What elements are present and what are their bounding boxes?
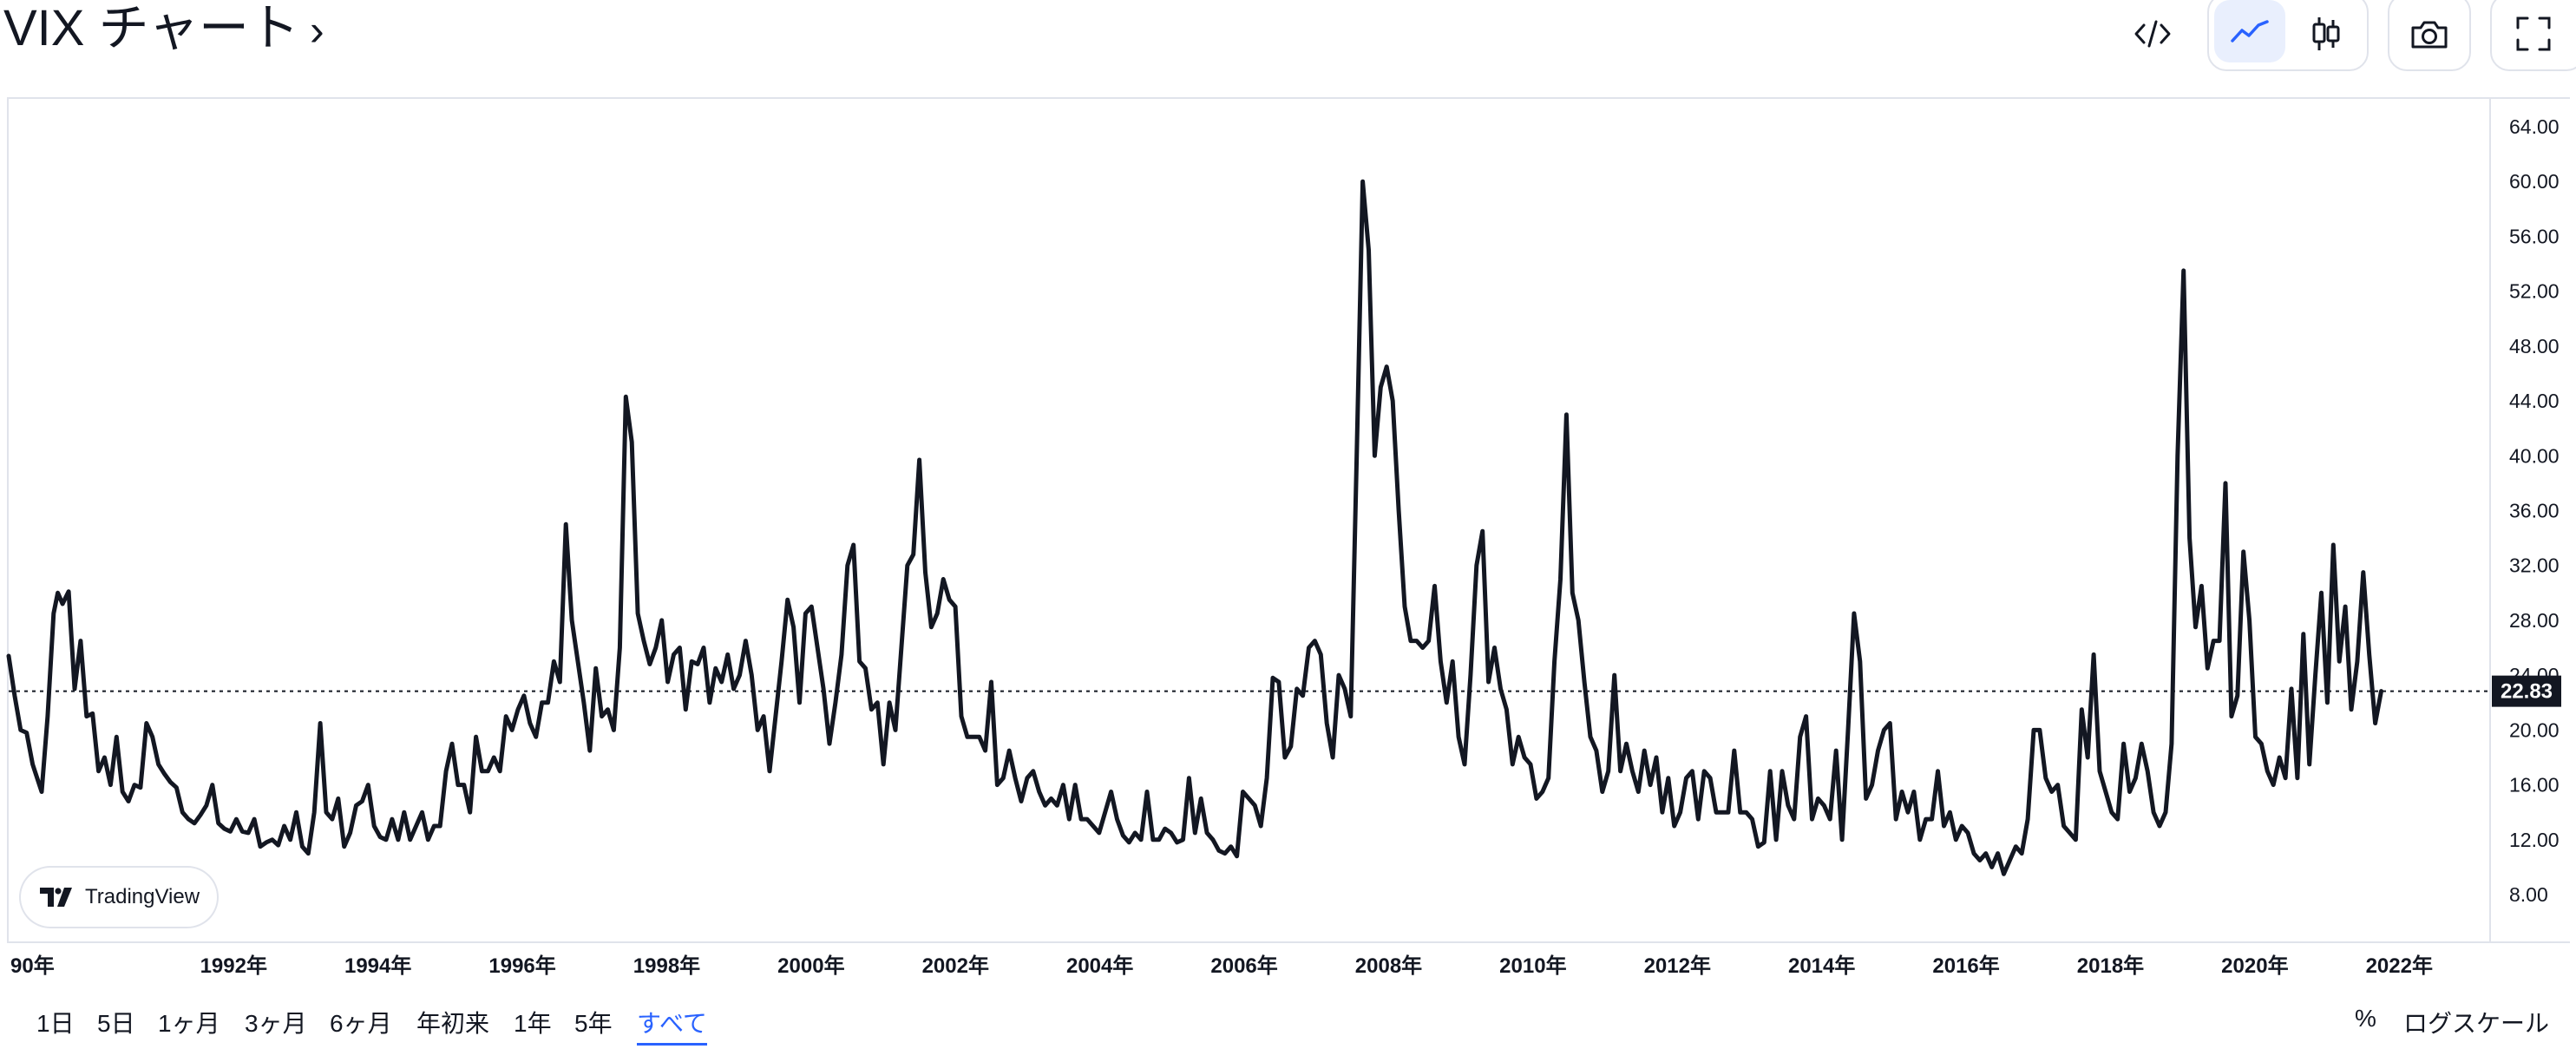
x-tick-label: 1996年 bbox=[488, 954, 555, 978]
price-axis: 8.0012.0016.0020.0024.0028.0032.0036.004… bbox=[2509, 115, 2560, 906]
x-tick-label: 2020年 bbox=[2221, 954, 2288, 978]
range-3m[interactable]: 3ヶ月 bbox=[245, 1010, 307, 1037]
y-tick-label: 64.00 bbox=[2509, 115, 2560, 138]
log-scale-toggle[interactable]: ログスケール bbox=[2403, 1010, 2550, 1037]
range-ytd[interactable]: 年初来 bbox=[416, 1010, 490, 1037]
screenshot-group bbox=[2388, 0, 2471, 71]
percent-toggle[interactable]: % bbox=[2355, 1005, 2376, 1032]
series-line bbox=[6, 179, 2383, 876]
camera-icon bbox=[2411, 21, 2448, 49]
last-value-tag: 22.83 bbox=[2492, 675, 2561, 707]
fullscreen-button[interactable] bbox=[2495, 0, 2572, 68]
tradingview-label: TradingView bbox=[85, 885, 200, 908]
y-tick-label: 20.00 bbox=[2509, 718, 2560, 741]
embed-code-icon bbox=[2134, 20, 2171, 48]
fullscreen-icon bbox=[2516, 16, 2551, 51]
range-5d[interactable]: 5日 bbox=[97, 1010, 135, 1037]
x-tick-label: 2016年 bbox=[1932, 954, 1999, 978]
x-tick-label: 1998年 bbox=[633, 954, 700, 978]
range-5y[interactable]: 5年 bbox=[574, 1010, 613, 1037]
y-tick-label: 32.00 bbox=[2509, 554, 2560, 577]
y-tick-label: 36.00 bbox=[2509, 500, 2560, 522]
x-tick-label: 2002年 bbox=[922, 954, 989, 978]
x-tick-label: 2014年 bbox=[1788, 954, 1855, 978]
tradingview-logo-icon bbox=[40, 888, 72, 907]
y-tick-label: 44.00 bbox=[2509, 390, 2560, 412]
x-tick-label: 2012年 bbox=[1644, 954, 1711, 978]
range-1m[interactable]: 1ヶ月 bbox=[158, 1010, 220, 1037]
screenshot-button[interactable] bbox=[2391, 0, 2468, 68]
line-chart-icon bbox=[2231, 20, 2269, 43]
y-tick-label: 8.00 bbox=[2509, 883, 2548, 906]
fullscreen-group bbox=[2490, 0, 2576, 71]
chevron-right-icon: › bbox=[310, 6, 324, 55]
x-tick-label: 2018年 bbox=[2077, 954, 2144, 978]
y-tick-label: 56.00 bbox=[2509, 225, 2560, 247]
x-tick-label: 90年 bbox=[10, 954, 55, 978]
y-tick-label: 60.00 bbox=[2509, 170, 2560, 193]
range-all[interactable]: すべて bbox=[637, 1005, 707, 1046]
x-tick-label: 2000年 bbox=[777, 954, 844, 978]
header: VIX チャート › bbox=[0, 0, 2576, 73]
x-tick-label: 2006年 bbox=[1210, 954, 1277, 978]
y-tick-label: 52.00 bbox=[2509, 280, 2560, 303]
range-6m[interactable]: 6ヶ月 bbox=[330, 1010, 392, 1037]
time-axis: 90年 1992年 1994年 1996年 1998年 2000年 2002年 2004年 20… bbox=[10, 954, 2433, 978]
vix-line-chart[interactable]: 8.0012.0016.0020.0024.0028.0032.0036.004… bbox=[0, 0, 2576, 989]
chart-area[interactable] bbox=[7, 97, 2570, 943]
range-1y[interactable]: 1年 bbox=[514, 1010, 552, 1037]
y-tick-label: 40.00 bbox=[2509, 444, 2560, 467]
y-tick-label: 28.00 bbox=[2509, 609, 2560, 632]
chart-type-toggle bbox=[2207, 0, 2369, 71]
range-1d[interactable]: 1日 bbox=[36, 1010, 75, 1037]
embed-code-button[interactable] bbox=[2122, 0, 2183, 68]
x-tick-label: 1992年 bbox=[200, 954, 267, 978]
x-tick-label: 2004年 bbox=[1066, 954, 1133, 978]
candlestick-button[interactable] bbox=[2291, 0, 2362, 68]
tradingview-badge[interactable]: TradingView bbox=[21, 868, 217, 927]
x-tick-label: 2010年 bbox=[1499, 954, 1566, 978]
page-title[interactable]: VIX チャート › bbox=[3, 0, 324, 62]
x-tick-label: 2008年 bbox=[1355, 954, 1422, 978]
x-tick-label: 1994年 bbox=[344, 954, 411, 978]
candlestick-icon bbox=[2312, 17, 2340, 50]
y-tick-label: 12.00 bbox=[2509, 829, 2560, 851]
range-selector: 1日 5日 1ヶ月 3ヶ月 6ヶ月 年初来 1年 5年 すべて % ログスケール bbox=[0, 989, 2576, 1049]
last-value-label: 22.83 bbox=[2501, 680, 2553, 704]
line-chart-button[interactable] bbox=[2214, 0, 2285, 62]
y-tick-label: 16.00 bbox=[2509, 774, 2560, 797]
page-title-text: VIX チャート bbox=[3, 0, 300, 56]
x-tick-label: 2022年 bbox=[2366, 954, 2433, 978]
y-tick-label: 48.00 bbox=[2509, 335, 2560, 357]
